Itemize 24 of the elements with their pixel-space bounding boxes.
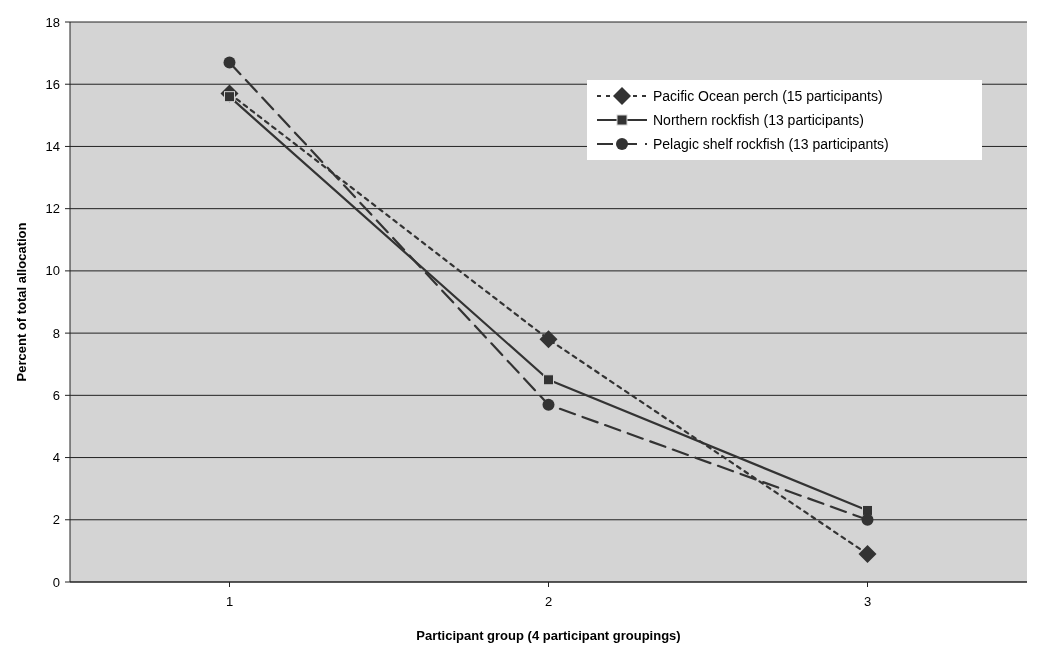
y-tick-label: 10 — [45, 263, 60, 279]
y-tick-label: 12 — [45, 201, 60, 217]
legend-label: Northern rockfish (13 participants) — [653, 111, 864, 128]
y-tick-label: 4 — [52, 450, 60, 466]
x-tick-label: 3 — [863, 594, 872, 609]
point — [858, 545, 877, 563]
legend-label: Pacific Ocean perch (15 participants) — [653, 87, 883, 104]
y-tick-label: 8 — [52, 325, 60, 341]
y-tick-label: 18 — [45, 14, 60, 30]
y-axis-title: Percent of total allocation — [14, 222, 29, 382]
point — [539, 330, 558, 349]
y-tick-label: 2 — [52, 512, 60, 528]
y-tick-label: 14 — [45, 138, 60, 154]
point — [861, 513, 874, 526]
y-tick-label: 16 — [45, 76, 60, 92]
legend-label: Pelagic shelf rockfish (13 participants) — [653, 135, 889, 152]
y-tick-label: 0 — [52, 574, 60, 590]
point — [223, 56, 236, 69]
point — [543, 374, 554, 386]
x-tick-label: 2 — [544, 594, 553, 609]
x-tick-label: 1 — [225, 594, 234, 609]
y-tick-label: 6 — [52, 387, 60, 403]
point — [542, 398, 555, 411]
x-axis-title: Participant group (4 participant groupings) — [416, 628, 681, 643]
